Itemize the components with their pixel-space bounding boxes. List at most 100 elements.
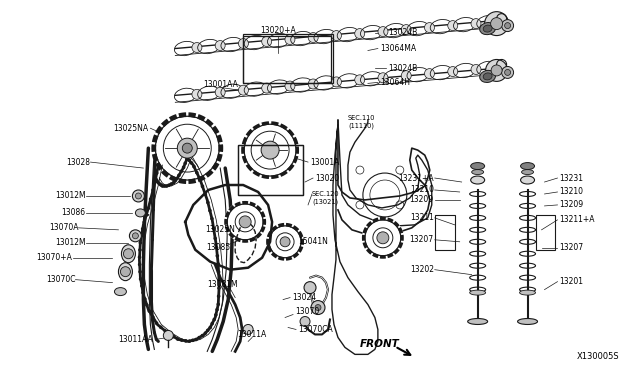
Circle shape bbox=[448, 20, 458, 31]
Wedge shape bbox=[242, 239, 248, 243]
Wedge shape bbox=[225, 226, 230, 232]
Wedge shape bbox=[155, 162, 163, 171]
Circle shape bbox=[332, 77, 342, 87]
Circle shape bbox=[424, 68, 435, 78]
Text: 13070: 13070 bbox=[295, 307, 319, 316]
Circle shape bbox=[212, 227, 216, 230]
Circle shape bbox=[154, 176, 157, 180]
Circle shape bbox=[136, 193, 141, 199]
Wedge shape bbox=[372, 218, 379, 223]
Wedge shape bbox=[366, 248, 372, 255]
Circle shape bbox=[215, 87, 225, 97]
Circle shape bbox=[170, 182, 173, 186]
Wedge shape bbox=[188, 178, 196, 184]
Wedge shape bbox=[152, 154, 159, 162]
Circle shape bbox=[138, 270, 142, 273]
Text: 13020+A: 13020+A bbox=[260, 26, 296, 35]
Circle shape bbox=[215, 308, 219, 311]
Wedge shape bbox=[246, 164, 253, 171]
Circle shape bbox=[140, 284, 143, 288]
Circle shape bbox=[308, 33, 318, 42]
Wedge shape bbox=[366, 221, 372, 228]
Circle shape bbox=[189, 161, 193, 165]
Circle shape bbox=[308, 79, 318, 89]
Circle shape bbox=[206, 201, 210, 204]
Ellipse shape bbox=[468, 318, 488, 324]
Wedge shape bbox=[205, 119, 214, 127]
Text: 13001AA: 13001AA bbox=[203, 80, 237, 89]
Circle shape bbox=[167, 183, 171, 187]
Wedge shape bbox=[267, 231, 273, 238]
Circle shape bbox=[192, 89, 202, 99]
Text: 13202: 13202 bbox=[410, 265, 434, 274]
Text: SEC.110: SEC.110 bbox=[348, 115, 376, 121]
Wedge shape bbox=[387, 218, 394, 223]
Circle shape bbox=[164, 184, 168, 188]
Text: 13011A: 13011A bbox=[237, 330, 267, 339]
Circle shape bbox=[266, 223, 304, 261]
Wedge shape bbox=[380, 255, 386, 259]
Circle shape bbox=[285, 81, 295, 91]
Ellipse shape bbox=[483, 73, 492, 80]
Circle shape bbox=[224, 201, 266, 243]
Wedge shape bbox=[169, 175, 177, 182]
Ellipse shape bbox=[522, 170, 534, 174]
Wedge shape bbox=[387, 253, 394, 258]
Circle shape bbox=[332, 31, 342, 41]
Ellipse shape bbox=[122, 245, 136, 263]
Circle shape bbox=[200, 334, 204, 337]
Wedge shape bbox=[205, 169, 214, 178]
Text: FRONT: FRONT bbox=[360, 339, 400, 349]
Wedge shape bbox=[295, 146, 299, 154]
Text: 13012M: 13012M bbox=[55, 238, 86, 247]
Wedge shape bbox=[246, 129, 253, 137]
Bar bbox=[238, 145, 303, 195]
Circle shape bbox=[216, 262, 220, 266]
Bar bbox=[435, 215, 454, 250]
Circle shape bbox=[206, 328, 209, 332]
Circle shape bbox=[145, 214, 148, 217]
Bar bbox=[536, 215, 556, 250]
Text: 13064MA: 13064MA bbox=[380, 44, 416, 53]
Text: 13001A: 13001A bbox=[310, 158, 339, 167]
Wedge shape bbox=[216, 134, 223, 143]
Circle shape bbox=[192, 42, 202, 52]
Wedge shape bbox=[292, 137, 298, 145]
Text: 13070A: 13070A bbox=[49, 223, 79, 232]
Wedge shape bbox=[152, 134, 159, 143]
Circle shape bbox=[214, 313, 218, 317]
Circle shape bbox=[155, 171, 159, 175]
Text: 13011AA: 13011AA bbox=[118, 335, 153, 344]
Circle shape bbox=[211, 322, 214, 326]
Text: 13231: 13231 bbox=[559, 173, 584, 183]
Circle shape bbox=[215, 41, 225, 51]
Ellipse shape bbox=[136, 209, 145, 217]
Circle shape bbox=[151, 188, 155, 192]
Wedge shape bbox=[400, 235, 404, 241]
Circle shape bbox=[210, 217, 214, 220]
Circle shape bbox=[132, 233, 138, 239]
Wedge shape bbox=[287, 164, 294, 171]
Text: 13210: 13210 bbox=[559, 187, 584, 196]
Text: 13207: 13207 bbox=[410, 235, 434, 244]
Circle shape bbox=[217, 286, 221, 290]
Wedge shape bbox=[278, 256, 284, 261]
Circle shape bbox=[315, 305, 321, 311]
Circle shape bbox=[191, 339, 195, 342]
Circle shape bbox=[311, 301, 325, 314]
Text: 13025N: 13025N bbox=[205, 225, 235, 234]
Wedge shape bbox=[287, 129, 294, 137]
Wedge shape bbox=[298, 231, 303, 238]
Circle shape bbox=[147, 206, 150, 210]
Wedge shape bbox=[161, 169, 170, 178]
Circle shape bbox=[139, 277, 143, 281]
Circle shape bbox=[141, 227, 145, 231]
Ellipse shape bbox=[470, 163, 484, 170]
Circle shape bbox=[471, 64, 481, 74]
Circle shape bbox=[151, 315, 155, 319]
Circle shape bbox=[239, 216, 251, 228]
Circle shape bbox=[212, 318, 216, 321]
Wedge shape bbox=[266, 238, 270, 245]
Circle shape bbox=[502, 20, 513, 32]
Circle shape bbox=[448, 67, 458, 77]
